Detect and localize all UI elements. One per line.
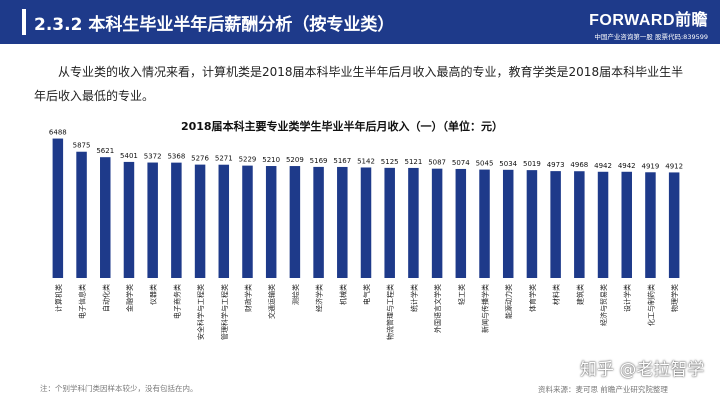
value-label: 5276 [191, 155, 209, 163]
value-label: 5875 [73, 142, 91, 150]
value-label: 4973 [547, 161, 565, 169]
value-label: 5045 [476, 160, 494, 168]
value-label: 5209 [286, 156, 304, 164]
logo-subtext: 中国产业咨询第一股 股票代码:839599 [594, 33, 708, 41]
category-label: 轻工类 [457, 284, 466, 305]
category-label: 新闻与传播学类 [481, 284, 490, 333]
brand-logo: FORWARD前瞻 中国产业咨询第一股 股票代码:839599 [558, 6, 708, 41]
bar-机械类 [337, 166, 348, 278]
value-label: 5121 [404, 158, 422, 166]
bar-金融学类 [123, 161, 135, 278]
value-label: 5087 [428, 159, 446, 167]
value-label: 5034 [499, 160, 517, 168]
value-label: 5167 [333, 157, 351, 165]
bar-管理科学与工程类 [218, 164, 230, 278]
value-label: 4942 [618, 162, 636, 170]
category-label: 金融学类 [125, 284, 134, 312]
bar-经济学类 [313, 166, 324, 278]
bar-外国语言文学类 [431, 168, 443, 278]
category-label: 仪器类 [149, 284, 158, 305]
bar-仪器类 [147, 162, 158, 278]
value-label: 5401 [120, 152, 138, 160]
bar-化工与制药类 [645, 172, 656, 278]
value-label: 4968 [570, 161, 588, 169]
category-label: 体育学类 [528, 284, 537, 312]
value-label: 4912 [665, 162, 683, 170]
category-label: 电子信息类 [78, 284, 87, 319]
value-label: 4942 [594, 162, 612, 170]
category-label: 经济与贸易类 [599, 284, 608, 326]
value-label: 4919 [642, 162, 660, 170]
category-label: 能源动力类 [504, 284, 513, 319]
category-label: 自动化类 [101, 284, 110, 312]
value-label: 5229 [239, 156, 257, 164]
bar-建筑类 [574, 171, 585, 278]
header-bar: 2.3.2 本科生毕业半年后薪酬分析（按专业类） FORWARD前瞻 中国产业咨… [0, 0, 720, 44]
bar-经济与贸易类 [597, 171, 609, 278]
value-label: 6488 [49, 129, 67, 137]
category-label: 财政学类 [243, 284, 252, 312]
logo-text: FORWARD前瞻 [589, 12, 708, 29]
intro-paragraph: 从专业类的收入情况来看，计算机类是2018届本科毕业生半年后月收入最高的专业，教… [34, 65, 684, 103]
bar-轻工类 [455, 168, 467, 278]
header-accent-bar [22, 9, 26, 35]
bar-财政学类 [242, 165, 253, 278]
bar-电子商务类 [171, 162, 182, 278]
value-label: 5019 [523, 160, 541, 168]
category-label: 交通运输类 [267, 284, 276, 319]
bar-电气类 [360, 167, 372, 278]
bar-安全科学与工程类 [194, 164, 206, 278]
category-label: 电子商务类 [172, 284, 181, 319]
category-label: 设计学类 [623, 284, 632, 312]
value-label: 5074 [452, 159, 470, 167]
bar-统计学类 [408, 167, 419, 278]
category-label: 建筑类 [575, 284, 584, 305]
category-label: 材料类 [552, 284, 561, 305]
bar-物理学类 [668, 172, 680, 278]
value-label: 5169 [310, 157, 328, 165]
category-label: 物流管理与工程类 [386, 284, 395, 340]
category-label: 管理科学与工程类 [220, 284, 229, 340]
bar-测绘类 [289, 166, 301, 278]
bar-体育学类 [526, 170, 538, 278]
bar-自动化类 [100, 157, 111, 278]
bar-计算机类 [52, 138, 64, 278]
value-label: 5271 [215, 155, 233, 163]
bar-电子信息类 [76, 151, 87, 278]
value-label: 5142 [357, 157, 375, 165]
category-label: 外国语言文学类 [433, 284, 442, 333]
bar-设计学类 [621, 171, 632, 278]
category-label: 电气类 [362, 284, 371, 305]
category-label: 测绘类 [291, 284, 300, 305]
bar-物流管理与工程类 [384, 167, 395, 278]
chart-title: 2018届本科主要专业类学生毕业半年后月收入（一）（单位：元） [181, 119, 503, 133]
category-label: 机械类 [338, 284, 347, 305]
page-title: 2.3.2 本科生毕业半年后薪酬分析（按专业类） [34, 15, 395, 35]
category-label: 经济学类 [315, 284, 324, 312]
bar-材料类 [550, 171, 561, 278]
bar-能源动力类 [502, 169, 514, 278]
bar-交通运输类 [265, 166, 277, 278]
category-label: 安全科学与工程类 [196, 284, 205, 340]
value-label: 5210 [262, 156, 280, 164]
value-label: 5125 [381, 158, 399, 166]
value-label: 5372 [144, 153, 162, 161]
value-label: 5368 [167, 153, 185, 161]
category-label: 化工与制药类 [646, 284, 655, 326]
bar-新闻与传播学类 [479, 169, 490, 278]
category-label: 统计学类 [409, 284, 418, 312]
watermark: 知乎 @老拉智学 [580, 360, 705, 380]
category-label: 物理学类 [670, 284, 679, 312]
category-label: 计算机类 [54, 284, 63, 312]
value-label: 5621 [96, 147, 114, 155]
source-note: 资料来源：麦可思 前瞻产业研究院整理 [538, 385, 668, 394]
footnote: 注：个别学科门类因样本较少，没有包括在内。 [40, 384, 198, 393]
